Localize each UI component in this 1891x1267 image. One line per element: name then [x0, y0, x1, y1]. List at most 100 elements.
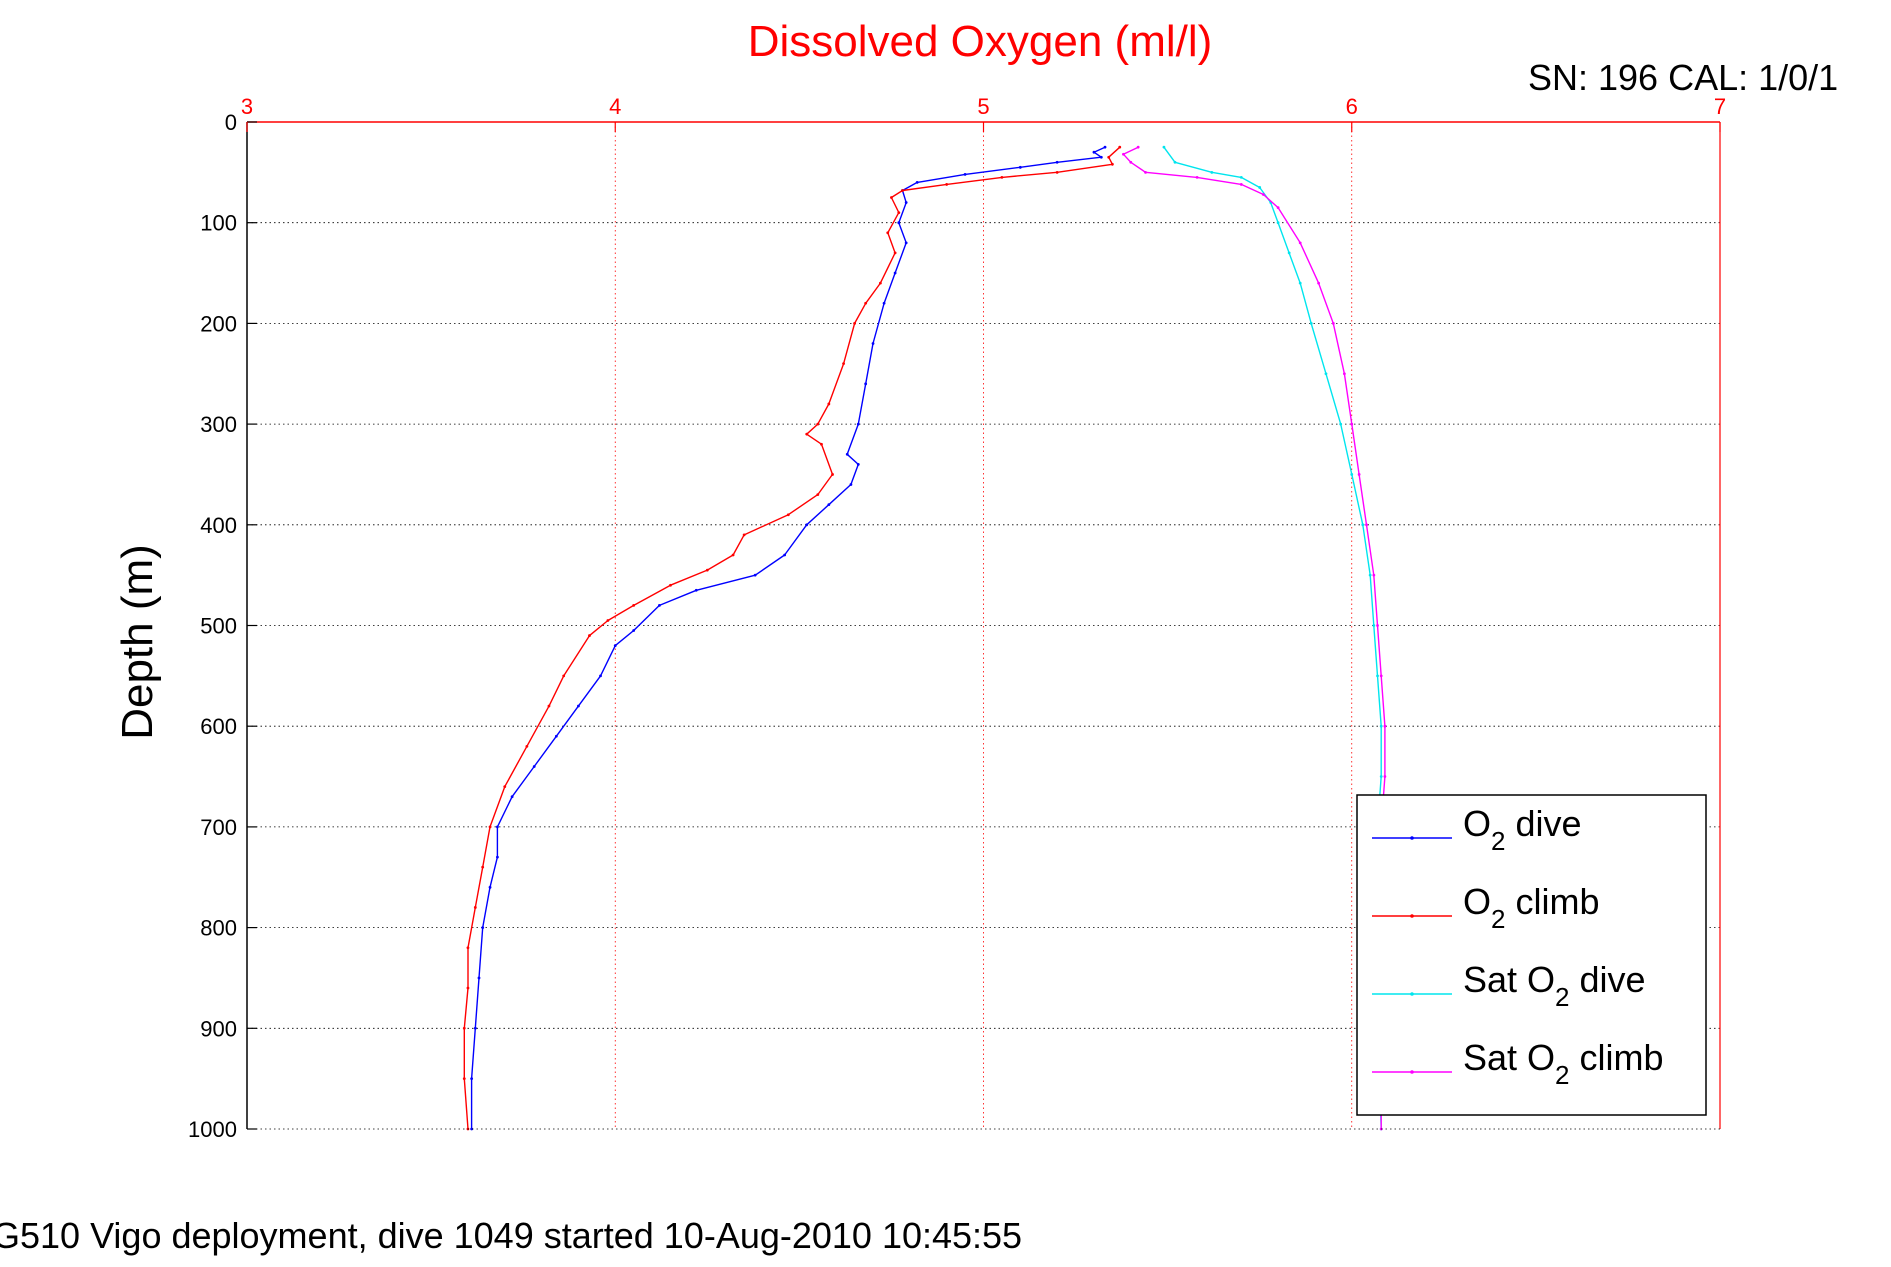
- data-point: [1372, 624, 1376, 627]
- tick-labels: 0 100 200 300 400 500 600 700 800 900 1000 3 4 5 6 7: [188, 94, 1726, 1142]
- data-point: [1350, 473, 1354, 476]
- data-point: [816, 422, 820, 426]
- data-point: [488, 885, 492, 889]
- data-point: [1276, 221, 1280, 225]
- data-point: [831, 473, 834, 476]
- data-point: [588, 634, 591, 637]
- y-axis-label: Depth (m): [113, 544, 162, 740]
- data-point: [842, 362, 845, 366]
- data-point: [1361, 523, 1365, 527]
- serial-calibration-text: SN: 196 CAL: 1/0/1: [1528, 57, 1838, 98]
- data-point: [532, 765, 536, 768]
- data-point: [1144, 170, 1147, 174]
- data-point: [805, 523, 809, 527]
- data-point: [481, 865, 485, 869]
- series-line: [1122, 146, 1386, 1129]
- data-point: [1239, 175, 1243, 179]
- data-point: [1298, 241, 1302, 245]
- data-point: [1324, 372, 1328, 376]
- legend-marker: [1410, 836, 1414, 840]
- data-point: [1118, 145, 1122, 149]
- data-point: [904, 201, 908, 204]
- data-point: [786, 513, 790, 517]
- data-point: [1342, 372, 1346, 376]
- data-point: [632, 629, 636, 632]
- data-point: [473, 906, 477, 909]
- data-point: [1122, 152, 1125, 156]
- data-point: [1368, 573, 1372, 577]
- y-tick-label: 500: [200, 614, 237, 639]
- data-point: [1376, 624, 1379, 627]
- data-point: [890, 196, 893, 199]
- legend-marker: [1410, 914, 1414, 918]
- y-tick-label: 100: [200, 211, 237, 236]
- data-point: [864, 382, 868, 386]
- data-point: [845, 452, 849, 456]
- y-tick-label: 0: [225, 110, 237, 135]
- data-point: [878, 281, 882, 285]
- data-point: [897, 211, 901, 215]
- data-point: [897, 221, 901, 225]
- data-point: [856, 422, 860, 426]
- data-point: [1365, 523, 1368, 527]
- y-tick-label: 300: [200, 412, 237, 437]
- data-point: [945, 183, 949, 186]
- data-point: [462, 1026, 466, 1030]
- data-point: [470, 1077, 474, 1081]
- x-tick-label: 3: [241, 94, 253, 119]
- data-point: [1107, 155, 1111, 159]
- data-point: [477, 976, 481, 980]
- chart-title: Dissolved Oxygen (ml/l): [748, 17, 1213, 66]
- data-point: [1376, 674, 1379, 678]
- data-point: [1339, 422, 1343, 426]
- data-point: [805, 432, 809, 436]
- data-point: [827, 402, 831, 406]
- data-point: [466, 946, 470, 950]
- data-point: [1173, 160, 1177, 164]
- legend: O2 dive O2 climb Sat O2 dive Sat O2 climb: [1356, 794, 1707, 1116]
- data-point: [1210, 170, 1214, 174]
- data-point: [904, 241, 908, 245]
- data-point: [827, 503, 831, 507]
- legend-label: Sat O2 climb: [1463, 1037, 1664, 1090]
- legend-marker: [1410, 992, 1414, 996]
- data-point: [658, 603, 661, 607]
- data-point: [871, 342, 875, 345]
- data-point: [1276, 206, 1280, 209]
- legend-label: Sat O2 dive: [1463, 959, 1646, 1012]
- y-tick-label: 200: [200, 311, 237, 336]
- data-point: [1287, 251, 1291, 255]
- data-point: [488, 825, 492, 829]
- data-point: [1317, 281, 1321, 285]
- grid-lines: [247, 122, 1720, 1129]
- data-point: [1000, 175, 1004, 179]
- data-point: [856, 462, 860, 466]
- data-point: [1379, 724, 1383, 728]
- data-point: [1383, 775, 1387, 778]
- data-point: [1018, 165, 1022, 169]
- data-point: [510, 795, 514, 799]
- data-point: [1162, 145, 1166, 149]
- data-point: [783, 553, 787, 557]
- data-point: [1261, 193, 1265, 196]
- data-point: [816, 493, 820, 496]
- deployment-footer: G510 Vigo deployment, dive 1049 started …: [0, 1215, 1022, 1256]
- data-point: [849, 483, 853, 486]
- data-point: [1239, 183, 1243, 186]
- data-point: [1055, 160, 1059, 164]
- x-tick-label: 6: [1346, 94, 1358, 119]
- data-point: [669, 583, 672, 587]
- data-point: [1099, 155, 1103, 159]
- data-point: [525, 744, 529, 748]
- data-point: [886, 231, 890, 235]
- data-point: [853, 322, 857, 325]
- y-tick-label: 800: [200, 916, 237, 941]
- data-point: [731, 553, 735, 557]
- data-point: [901, 189, 904, 192]
- data-point: [503, 785, 507, 789]
- data-point: [1372, 573, 1376, 577]
- data-point: [963, 172, 967, 176]
- data-point: [753, 573, 757, 577]
- data-point: [1379, 674, 1383, 678]
